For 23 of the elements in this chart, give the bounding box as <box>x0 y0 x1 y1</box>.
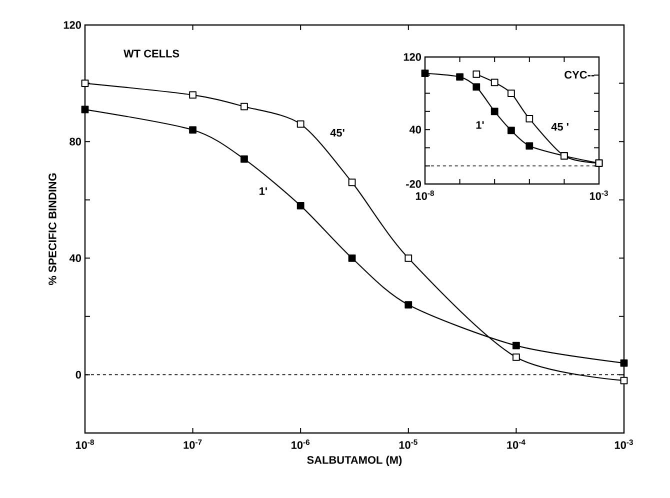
y-tick-label: 120 <box>404 53 422 61</box>
y-tick-label: 40 <box>69 254 82 262</box>
x-tick-label: 10$^{-8}$ <box>76 440 94 449</box>
x-tick-label: 10$^{-7}$ <box>184 440 202 449</box>
y-tick-label: 120 <box>64 21 82 29</box>
x-axis-title: SALBUTAMOL (M) <box>307 456 402 466</box>
y-tick-label: 0 <box>76 370 82 379</box>
x-tick-label: 10$^{-3}$ <box>614 440 633 449</box>
x-tick-label: 10$^{-3}$ <box>590 190 608 200</box>
x-tick-label: 10$^{-5}$ <box>399 440 418 449</box>
annotation: 1' <box>260 187 267 195</box>
x-tick-label: 10$^{-8}$ <box>416 190 434 200</box>
x-tick-label: 10$^{-6}$ <box>292 440 310 449</box>
annotation: WT CELLS <box>124 50 180 58</box>
x-tick-label: 10$^{-4}$ <box>507 440 526 449</box>
y-axis-title: % SPECIFIC BINDING <box>48 173 56 286</box>
annotation: 1' <box>476 121 484 129</box>
y-tick-label: 40 <box>409 126 422 134</box>
y-tick-label: 80 <box>70 138 82 146</box>
annotation: 45' <box>330 129 344 137</box>
annotation: 45 ' <box>551 123 568 131</box>
y-tick-label: -20 <box>406 180 422 188</box>
annotation: CYC-- <box>564 70 594 79</box>
